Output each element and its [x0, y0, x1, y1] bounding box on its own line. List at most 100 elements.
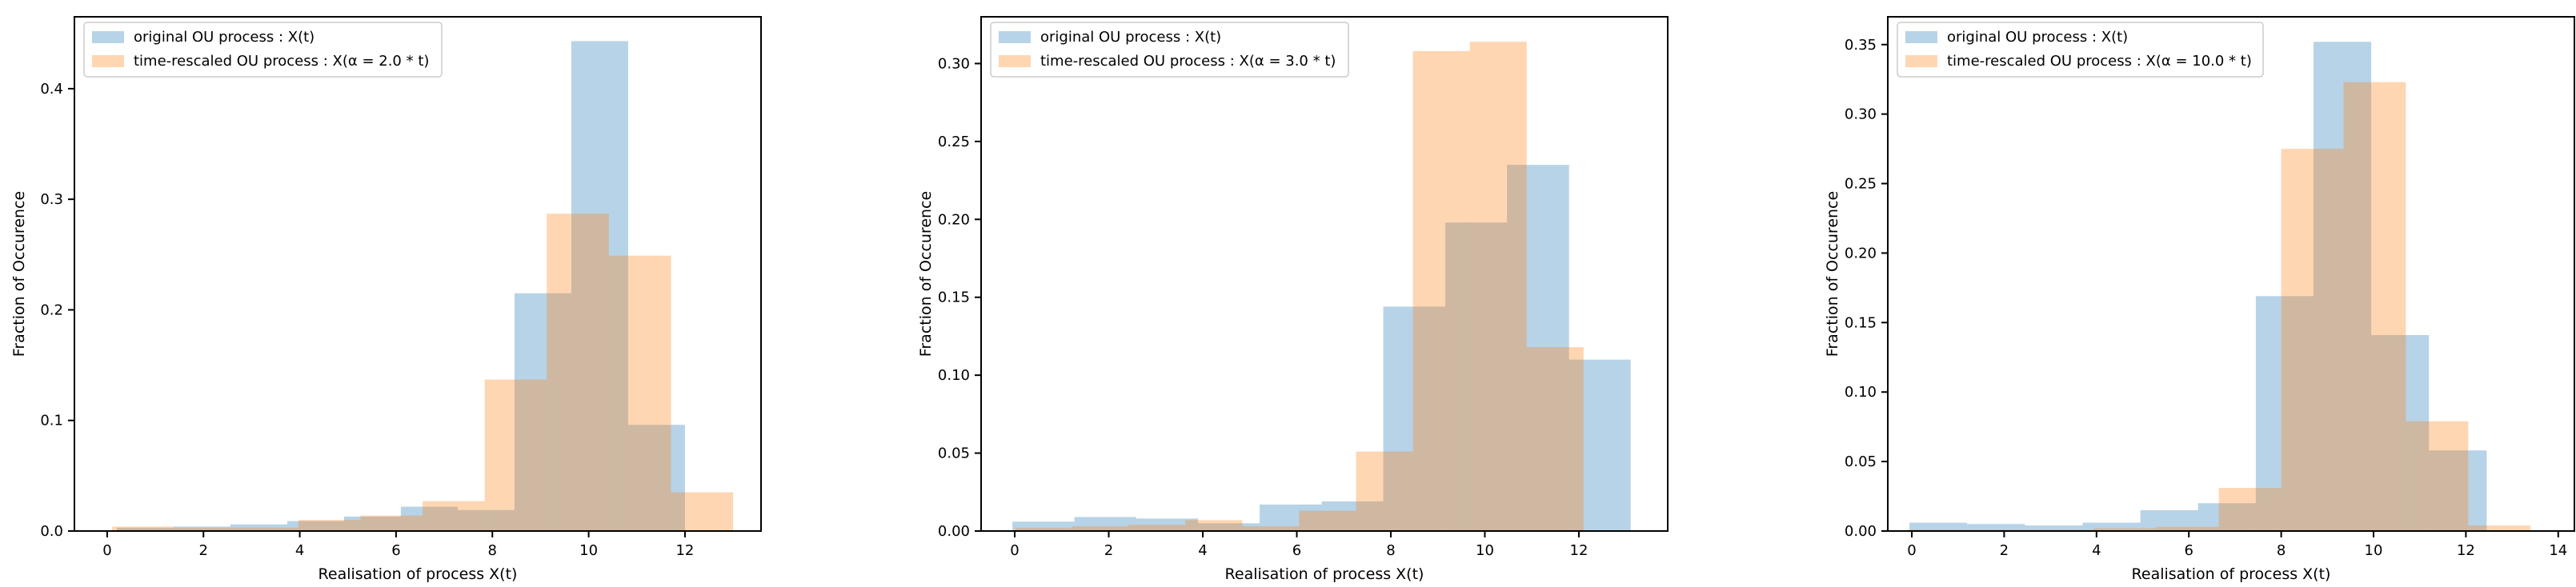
- legend-swatch-rescaled-icon: [999, 55, 1031, 67]
- x-tick-label: 2: [1104, 542, 1113, 559]
- legend-label-original: original OU process : X(t): [1947, 29, 2128, 46]
- x-tick-label: 10: [579, 542, 598, 559]
- legend: original OU process : X(t) time-rescaled …: [990, 22, 1349, 78]
- hist-bar: [360, 515, 423, 531]
- hist-bar: [2281, 149, 2344, 531]
- x-axis-label: Realisation of process X(t): [318, 565, 518, 583]
- hist-bar: [2371, 334, 2430, 531]
- legend-swatch-rescaled-icon: [92, 55, 124, 67]
- hist-bar: [111, 526, 174, 531]
- hist-bar: [571, 41, 628, 532]
- y-tick-label: 0.2: [40, 301, 63, 318]
- series-rescaled: [1907, 82, 2531, 532]
- legend-swatch-original-icon: [1905, 31, 1937, 43]
- x-tick-label: 4: [1198, 542, 1207, 559]
- hist-bar: [173, 526, 230, 531]
- hist-bar: [1526, 347, 1584, 531]
- y-tick-label: 0.1: [40, 413, 63, 429]
- hist-bar: [1967, 524, 2025, 531]
- hist-bar: [2082, 522, 2141, 531]
- x-tick-label: 2: [199, 542, 208, 559]
- y-tick-label: 0.25: [1845, 176, 1877, 193]
- y-tick-label: 0.20: [938, 211, 970, 228]
- hist-bar: [1074, 517, 1136, 531]
- hist-bar: [343, 517, 401, 531]
- hist-bar: [400, 506, 458, 531]
- legend-label-original: original OU process : X(t): [134, 29, 314, 46]
- legend: original OU process : X(t) time-rescaled …: [1897, 22, 2264, 78]
- hist-bar: [547, 214, 609, 531]
- x-tick-label: 4: [295, 542, 304, 559]
- x-tick-label: 6: [391, 542, 400, 559]
- histogram-chart-3: 0 2 4 6 8 10 12 14 0.00 0.05 0.10 0.15 0.20 0.25 0.30 0…: [1824, 16, 2575, 583]
- hist-bar: [1356, 451, 1413, 531]
- hist-bar: [2468, 525, 2531, 531]
- hist-bar: [1469, 42, 1527, 532]
- hist-bar: [484, 379, 547, 531]
- y-tick-label: 0.05: [1845, 453, 1877, 470]
- series-rescaled: [111, 214, 734, 531]
- series-original: [1012, 165, 1631, 532]
- plot-frame: [980, 16, 1669, 532]
- y-axis-label: Fraction of Occurence: [917, 191, 935, 357]
- y-tick-label: 0.35: [1845, 37, 1877, 54]
- hist-bar: [1242, 526, 1300, 531]
- legend-label-rescaled: time-rescaled OU process : X(α = 10.0 * …: [1947, 53, 2252, 70]
- hist-bar: [514, 293, 571, 531]
- hist-bar: [1012, 521, 1075, 531]
- y-tick-label: 0.10: [938, 367, 970, 384]
- y-tick-label: 0.05: [938, 445, 970, 462]
- y-tick-label: 0.30: [938, 55, 970, 72]
- hist-bar: [1412, 50, 1470, 532]
- hist-bar: [1015, 528, 1072, 531]
- y-tick-label: 0.25: [938, 134, 970, 150]
- x-tick-label: 10: [2365, 542, 2383, 559]
- hist-bar: [2140, 509, 2198, 531]
- x-tick-label: 12: [675, 542, 694, 559]
- hist-bar: [298, 520, 361, 531]
- x-tick-label: 6: [1292, 542, 1301, 559]
- legend-label-rescaled: time-rescaled OU process : X(α = 3.0 * t…: [1040, 53, 1336, 70]
- hist-bar: [116, 527, 174, 531]
- x-tick-label: 8: [1386, 542, 1395, 559]
- hist-bar: [671, 492, 734, 531]
- hist-bar: [1909, 522, 1968, 531]
- hist-bar: [627, 425, 685, 531]
- hist-bar: [1185, 520, 1243, 531]
- hist-bar: [1299, 510, 1356, 531]
- y-tick-label: 0.20: [1845, 245, 1877, 262]
- y-tick-label: 0.0: [40, 523, 63, 540]
- hist-bar: [2429, 450, 2487, 531]
- y-tick-label: 0.15: [938, 290, 970, 306]
- hist-bar: [1128, 525, 1186, 531]
- legend-label-original: original OU process : X(t): [1040, 29, 1221, 46]
- legend-frame: [990, 22, 1349, 78]
- y-tick-label: 0.00: [938, 523, 970, 540]
- series-original: [116, 41, 685, 532]
- hist-bar: [2218, 488, 2282, 531]
- x-tick-label: 4: [2092, 542, 2101, 559]
- y-tick-label: 0.3: [40, 191, 63, 208]
- hist-bar: [230, 524, 287, 531]
- plot-frame: [1887, 16, 2575, 532]
- x-tick-label: 0: [1010, 542, 1019, 559]
- y-tick-label: 0.10: [1845, 384, 1877, 401]
- legend-label-rescaled: time-rescaled OU process : X(α = 2.0 * t…: [134, 53, 429, 70]
- histogram-chart-2: 0 2 4 6 8 10 12 0.00 0.05 0.10 0.15 0.20 0.25 0.30 Rea…: [917, 16, 1669, 583]
- y-tick-label: 0.00: [1845, 523, 1877, 540]
- hist-bar: [1445, 222, 1508, 531]
- x-tick-label: 14: [2549, 542, 2567, 559]
- x-tick-label: 2: [2000, 542, 2009, 559]
- hist-bar: [1383, 306, 1446, 531]
- x-tick-label: 6: [2184, 542, 2193, 559]
- histogram-chart-1: 0 2 4 6 8 10 12 0.0 0.1 0.2 0.3 0.4 Realisation of p…: [10, 16, 762, 583]
- y-tick-label: 0.30: [1845, 106, 1877, 123]
- hist-bar: [174, 527, 237, 531]
- series-rescaled: [1015, 42, 1584, 532]
- x-tick-label: 10: [1476, 542, 1494, 559]
- hist-bar: [1136, 518, 1199, 531]
- series-original: [1909, 42, 2487, 531]
